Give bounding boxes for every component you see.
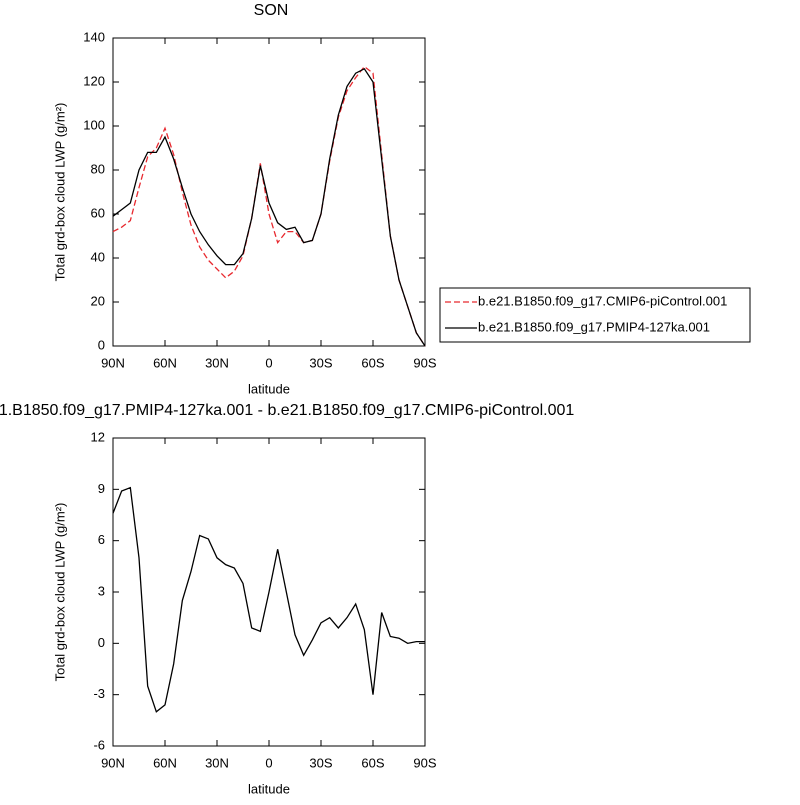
legend bbox=[439, 287, 751, 343]
y-axis-label: Total grd-box cloud LWP (g/m²) bbox=[52, 503, 67, 682]
y-tick-label: 80 bbox=[91, 161, 105, 176]
x-tick-label: 30N bbox=[205, 755, 229, 770]
y-tick-label: -6 bbox=[93, 737, 105, 752]
y-tick-label: 60 bbox=[91, 205, 105, 220]
y-tick-label: 12 bbox=[91, 429, 105, 444]
y-tick-label: 100 bbox=[83, 117, 105, 132]
plot-frame bbox=[112, 37, 426, 347]
x-tick-label: 60S bbox=[361, 755, 384, 770]
x-tick-label: 60N bbox=[153, 755, 177, 770]
y-tick-label: 120 bbox=[83, 73, 105, 88]
x-tick-label: 90N bbox=[101, 355, 125, 370]
y-tick-label: 20 bbox=[91, 293, 105, 308]
x-tick-label: 60S bbox=[361, 355, 384, 370]
y-tick-label: 140 bbox=[83, 29, 105, 44]
plot-frame bbox=[112, 437, 426, 747]
y-tick-label: 0 bbox=[98, 635, 105, 650]
x-tick-label: 90N bbox=[101, 755, 125, 770]
data-line bbox=[112, 65, 426, 347]
legend-label: b.e21.B1850.f09_g17.PMIP4-127ka.001 bbox=[478, 319, 710, 334]
y-tick-label: 3 bbox=[98, 583, 105, 598]
x-axis-label: latitude bbox=[248, 381, 290, 396]
x-tick-label: 0 bbox=[265, 355, 272, 370]
y-tick-label: 6 bbox=[98, 532, 105, 547]
x-tick-label: 0 bbox=[265, 755, 272, 770]
x-tick-label: 30N bbox=[205, 355, 229, 370]
chart-title: b.e21.B1850.f09_g17.PMIP4-127ka.001 - b.… bbox=[0, 402, 574, 419]
x-axis-label: latitude bbox=[248, 781, 290, 796]
x-tick-label: 90S bbox=[413, 755, 436, 770]
y-tick-label: 40 bbox=[91, 249, 105, 264]
data-line bbox=[112, 67, 426, 347]
data-line bbox=[112, 486, 425, 713]
x-tick-label: 60N bbox=[153, 355, 177, 370]
x-tick-label: 90S bbox=[413, 355, 436, 370]
chart-title: SON bbox=[254, 2, 289, 19]
x-tick-label: 30S bbox=[309, 355, 332, 370]
y-tick-label: 9 bbox=[98, 481, 105, 496]
y-tick-label: 0 bbox=[98, 337, 105, 352]
y-tick-label: -3 bbox=[93, 686, 105, 701]
legend-label: b.e21.B1850.f09_g17.CMIP6-piControl.001 bbox=[478, 293, 727, 308]
x-tick-label: 30S bbox=[309, 755, 332, 770]
y-axis-label: Total grd-box cloud LWP (g/m²) bbox=[52, 103, 67, 282]
